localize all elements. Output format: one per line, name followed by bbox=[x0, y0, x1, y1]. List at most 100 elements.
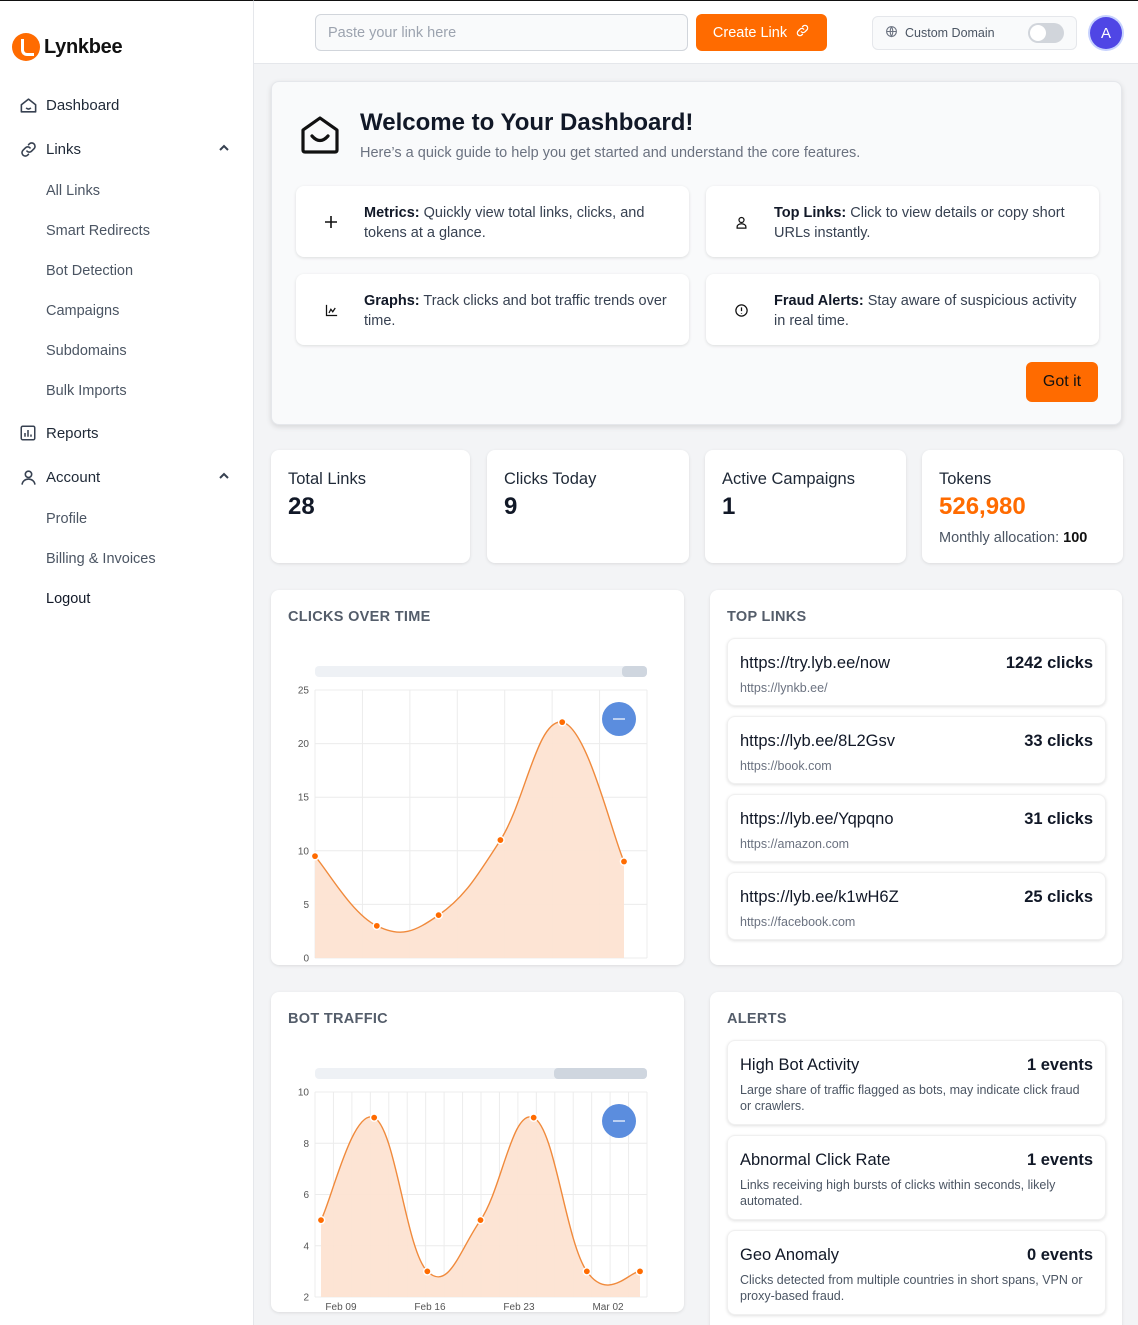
click-count: 1242 clicks bbox=[1005, 654, 1093, 672]
feature-text: Track clicks and bot traffic trends over… bbox=[364, 293, 667, 329]
stat-value: 28 bbox=[288, 493, 315, 520]
alert-description: Links receiving high bursts of clicks wi… bbox=[740, 1178, 1056, 1208]
chevron-up-icon[interactable] bbox=[218, 469, 230, 486]
top-link-item[interactable]: https://lyb.ee/k1wH6Z 25 clicks https://… bbox=[727, 872, 1106, 940]
alert-title: Abnormal Click Rate bbox=[740, 1151, 891, 1169]
brand-logo[interactable]: Lynkbee bbox=[12, 33, 123, 61]
sidebar-item-reports[interactable]: Reports bbox=[0, 411, 254, 455]
y-tick-label: 10 bbox=[298, 846, 310, 857]
sidebar-subitem-subdomains[interactable]: Subdomains bbox=[46, 343, 127, 359]
alert-description: Clicks detected from multiple countries … bbox=[740, 1273, 1083, 1303]
panel-title: ALERTS bbox=[727, 1011, 787, 1027]
sidebar-subitem-all-links[interactable]: All Links bbox=[46, 183, 100, 199]
short-url: https://lyb.ee/Yqpqno bbox=[740, 810, 894, 828]
got-it-button[interactable]: Got it bbox=[1026, 362, 1098, 402]
x-tick-label: Feb 16 bbox=[414, 1302, 446, 1313]
sidebar-subitem-campaigns[interactable]: Campaigns bbox=[46, 303, 120, 319]
x-tick-label: Feb 23 bbox=[503, 1302, 535, 1313]
destination-url: https://facebook.com bbox=[740, 915, 856, 929]
monthly-allocation: Monthly allocation: 100 bbox=[939, 530, 1087, 546]
data-point bbox=[476, 1215, 485, 1225]
data-point bbox=[310, 851, 320, 861]
sidebar-subitem-bulk-imports[interactable]: Bulk Imports bbox=[46, 383, 127, 399]
welcome-title: Welcome to Your Dashboard! bbox=[360, 109, 694, 136]
data-point bbox=[635, 1267, 645, 1276]
globe-icon bbox=[885, 25, 898, 41]
stat-value: 9 bbox=[504, 493, 518, 520]
sidebar-item-label: Reports bbox=[46, 424, 99, 442]
top-links-panel: TOP LINKS https://try.lyb.ee/now 1242 cl… bbox=[710, 590, 1122, 965]
feature-title: Top Links: bbox=[774, 205, 847, 221]
info-icon bbox=[729, 298, 753, 322]
data-point bbox=[557, 717, 567, 727]
allocation-label: Monthly allocation: bbox=[939, 530, 1060, 546]
top-link-item[interactable]: https://try.lyb.ee/now 1242 clicks https… bbox=[727, 638, 1106, 706]
plus-icon bbox=[319, 210, 343, 234]
sidebar-subitem-logout[interactable]: Logout bbox=[46, 591, 91, 607]
stat-label: Clicks Today bbox=[504, 470, 597, 488]
alert-title: Geo Anomaly bbox=[740, 1246, 840, 1264]
alert-item[interactable]: High Bot Activity 1 events Large share o… bbox=[727, 1040, 1106, 1125]
click-count: 31 clicks bbox=[1024, 810, 1093, 828]
smile-home-icon bbox=[299, 114, 341, 161]
stat-total-links: Total Links 28 bbox=[271, 450, 470, 563]
destination-url: https://amazon.com bbox=[740, 837, 850, 851]
feature-text: Quickly view total links, clicks, and to… bbox=[364, 205, 645, 241]
top-bar: Create Link Custom Domain A bbox=[254, 0, 1138, 64]
zoom-slider-track bbox=[315, 666, 647, 677]
sidebar-subitem-profile[interactable]: Profile bbox=[46, 511, 88, 527]
user-avatar[interactable]: A bbox=[1090, 17, 1122, 49]
y-tick-label: 8 bbox=[303, 1139, 309, 1150]
sidebar-item-links[interactable]: Links bbox=[0, 127, 254, 171]
create-link-button[interactable]: Create Link bbox=[696, 14, 827, 51]
y-tick-label: 15 bbox=[298, 793, 310, 804]
alert-item[interactable]: Abnormal Click Rate 1 events Links recei… bbox=[727, 1135, 1106, 1220]
sidebar-item-label: Dashboard bbox=[46, 96, 120, 114]
clicks-chart[interactable]: 0 5 10 15 20 25 bbox=[271, 590, 684, 965]
sidebar-item-dashboard[interactable]: Dashboard bbox=[0, 83, 254, 127]
sidebar-item-label: Links bbox=[46, 140, 82, 158]
zoom-slider-handle[interactable] bbox=[622, 666, 647, 677]
y-tick-label: 6 bbox=[303, 1190, 309, 1201]
feature-title: Graphs: bbox=[364, 293, 420, 309]
feature-top-links: Top Links: Click to view details or copy… bbox=[706, 186, 1099, 257]
sidebar-nav: Dashboard Links All Links Smart Redirect… bbox=[0, 83, 254, 619]
y-tick-label: 5 bbox=[303, 900, 309, 911]
link-icon bbox=[18, 139, 38, 159]
link-input[interactable] bbox=[315, 14, 688, 51]
welcome-subtitle: Here’s a quick guide to help you get sta… bbox=[360, 145, 861, 161]
user-icon bbox=[18, 467, 38, 487]
sidebar-subitem-bot-detection[interactable]: Bot Detection bbox=[46, 263, 134, 279]
panel-title: TOP LINKS bbox=[727, 609, 807, 625]
bar-chart-icon bbox=[18, 423, 38, 443]
y-tick-label: 4 bbox=[303, 1241, 309, 1252]
stat-label: Tokens bbox=[939, 470, 992, 488]
alert-item[interactable]: Geo Anomaly 0 events Clicks detected fro… bbox=[727, 1230, 1106, 1315]
custom-domain-toggle[interactable] bbox=[1028, 23, 1064, 43]
y-tick-label: 25 bbox=[298, 686, 310, 697]
stat-value: 526,980 bbox=[939, 493, 1026, 520]
x-tick-label: Mar 02 bbox=[592, 1302, 624, 1313]
feature-text: Stay aware of suspicious activity in rea… bbox=[774, 293, 1077, 329]
alerts-panel: ALERTS High Bot Activity 1 events Large … bbox=[710, 992, 1122, 1325]
feature-title: Fraud Alerts: bbox=[774, 293, 864, 309]
sidebar-item-account[interactable]: Account bbox=[0, 455, 254, 499]
sidebar-subitem-smart-redirects[interactable]: Smart Redirects bbox=[46, 223, 150, 239]
y-tick-label: 10 bbox=[298, 1088, 310, 1099]
top-link-item[interactable]: https://lyb.ee/8L2Gsv 33 clicks https://… bbox=[727, 716, 1106, 784]
data-point bbox=[423, 1267, 432, 1276]
chevron-up-icon[interactable] bbox=[218, 141, 230, 158]
bot-chart[interactable]: 2 4 6 8 10 Feb 09 Feb 16 Feb 23 Mar 02 bbox=[271, 992, 684, 1325]
data-point bbox=[372, 921, 382, 931]
sidebar-subitem-billing[interactable]: Billing & Invoices bbox=[46, 551, 156, 567]
click-count: 33 clicks bbox=[1024, 732, 1093, 750]
chart-icon bbox=[319, 298, 343, 322]
top-link-item[interactable]: https://lyb.ee/Yqpqno 31 clicks https://… bbox=[727, 794, 1106, 862]
short-url: https://try.lyb.ee/now bbox=[740, 654, 891, 672]
data-point bbox=[496, 835, 505, 845]
y-tick-label: 0 bbox=[303, 954, 309, 965]
data-point bbox=[619, 857, 629, 866]
panel-title: BOT TRAFFIC bbox=[288, 1011, 388, 1027]
zoom-slider-handle[interactable] bbox=[554, 1068, 647, 1079]
destination-url: https://book.com bbox=[740, 759, 832, 773]
